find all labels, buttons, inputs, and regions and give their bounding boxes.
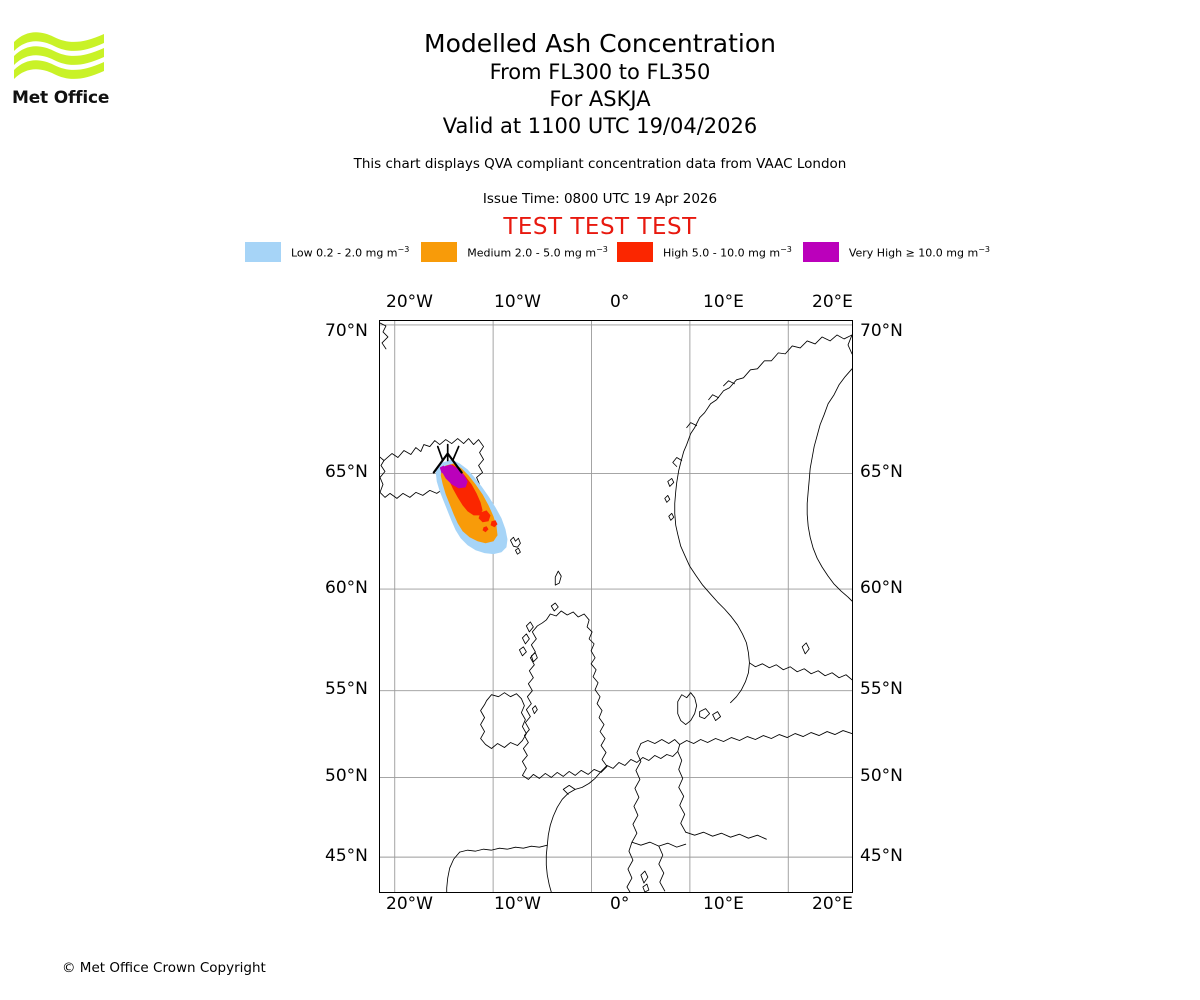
lat-label-right-3: 55°N bbox=[860, 679, 903, 699]
lat-label-right-2: 60°N bbox=[860, 578, 903, 598]
lon-label-bottom-1: 10°W bbox=[494, 894, 541, 914]
legend-label-low: Low 0.2 - 2.0 mg m−3 bbox=[291, 244, 410, 260]
lon-label-top-3: 10°E bbox=[703, 292, 744, 312]
ash-contour-very-high-2 bbox=[439, 465, 446, 474]
lat-label-left-4: 50°N bbox=[325, 766, 368, 786]
concentration-legend: Low 0.2 - 2.0 mg m−3 Medium 2.0 - 5.0 mg… bbox=[245, 240, 990, 264]
flight-level-range: From FL300 to FL350 bbox=[489, 60, 711, 84]
map-canvas bbox=[380, 321, 852, 892]
test-banner: TEST TEST TEST bbox=[503, 214, 697, 240]
qva-note: This chart displays QVA compliant concen… bbox=[353, 156, 847, 172]
lon-label-bottom-2: 0° bbox=[610, 894, 630, 914]
legend-label-medium: Medium 2.0 - 5.0 mg m−3 bbox=[467, 244, 608, 260]
lat-label-right-1: 65°N bbox=[860, 462, 903, 482]
lon-label-bottom-4: 20°E bbox=[812, 894, 853, 914]
ash-concentration-map[interactable] bbox=[379, 320, 853, 893]
graticule bbox=[380, 321, 852, 892]
map-frame bbox=[379, 320, 853, 893]
legend-label-very-high: Very High ≥ 10.0 mg m−3 bbox=[848, 244, 990, 260]
legend-swatch-very-high bbox=[802, 242, 839, 262]
lon-label-top-1: 10°W bbox=[494, 292, 541, 312]
volcano-marker-askja[interactable] bbox=[432, 443, 463, 474]
lat-label-left-3: 55°N bbox=[325, 679, 368, 699]
ash-contour-high-blob-1 bbox=[478, 510, 491, 523]
lat-label-left-0: 70°N bbox=[325, 321, 368, 341]
lat-label-right-5: 45°N bbox=[860, 846, 903, 866]
copyright-footer: © Met Office Crown Copyright bbox=[62, 960, 266, 976]
legend-entry-very-high: Very High ≥ 10.0 mg m−3 bbox=[802, 240, 990, 264]
lon-label-top-0: 20°W bbox=[386, 292, 433, 312]
legend-swatch-high bbox=[616, 242, 653, 262]
legend-swatch-low bbox=[245, 242, 281, 262]
page-title: Modelled Ash Concentration bbox=[424, 29, 776, 58]
legend-entry-high: High 5.0 - 10.0 mg m−3 bbox=[616, 240, 792, 264]
valid-time-line: Valid at 1100 UTC 19/04/2026 bbox=[442, 114, 758, 138]
legend-entry-medium: Medium 2.0 - 5.0 mg m−3 bbox=[421, 240, 608, 264]
met-office-wave-icon bbox=[14, 32, 104, 79]
ash-contour-high-blob-2 bbox=[490, 520, 498, 528]
lat-label-right-0: 70°N bbox=[860, 321, 903, 341]
lat-label-left-1: 65°N bbox=[325, 462, 368, 482]
legend-entry-low: Low 0.2 - 2.0 mg m−3 bbox=[245, 240, 409, 264]
ash-plume bbox=[435, 459, 508, 555]
lon-label-bottom-0: 20°W bbox=[386, 894, 433, 914]
lon-label-bottom-3: 10°E bbox=[703, 894, 744, 914]
met-office-logo: Met Office bbox=[12, 28, 132, 118]
coastlines bbox=[380, 322, 852, 892]
ash-contour-high-blob-3 bbox=[482, 526, 489, 533]
chart-title-block: Modelled Ash Concentration From FL300 to… bbox=[0, 28, 1200, 140]
issue-time: Issue Time: 0800 UTC 19 Apr 2026 bbox=[482, 191, 718, 207]
lon-label-top-2: 0° bbox=[610, 292, 630, 312]
lat-label-right-4: 50°N bbox=[860, 766, 903, 786]
legend-swatch-medium bbox=[421, 242, 458, 262]
ash-contour-very-high bbox=[441, 464, 468, 489]
legend-label-high: High 5.0 - 10.0 mg m−3 bbox=[662, 244, 792, 260]
lon-label-top-4: 20°E bbox=[812, 292, 853, 312]
met-office-wordmark: Met Office bbox=[12, 88, 110, 108]
lat-label-left-5: 45°N bbox=[325, 846, 368, 866]
lat-label-left-2: 60°N bbox=[325, 578, 368, 598]
volcano-name-line: For ASKJA bbox=[549, 87, 651, 111]
